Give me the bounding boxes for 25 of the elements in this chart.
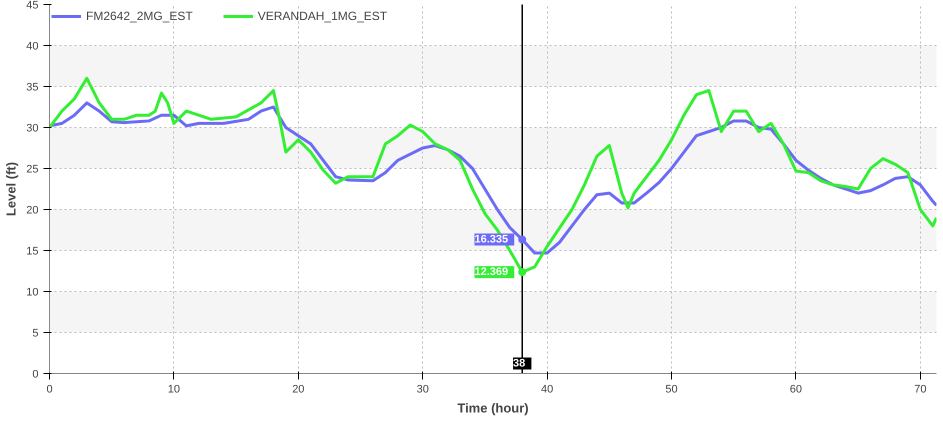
x-tick-label: 30 — [416, 384, 429, 396]
ref-line-label: 38 — [513, 358, 526, 370]
legend-label: FM2642_2MG_EST — [86, 9, 193, 23]
legend-label: VERANDAH_1MG_EST — [258, 9, 388, 23]
x-tick-label: 70 — [914, 384, 926, 396]
y-tick-label: 5 — [32, 328, 39, 340]
y-tick-label: 0 — [32, 368, 39, 380]
x-tick-label: 50 — [665, 384, 678, 396]
x-tick-label: 20 — [292, 384, 304, 396]
y-axis-title: Level (ft) — [3, 162, 18, 216]
y-tick-label: 10 — [26, 286, 39, 298]
x-tick-label: 0 — [46, 384, 53, 396]
y-tick-label: 15 — [26, 246, 39, 258]
y-tick-label: 45 — [26, 0, 39, 12]
y-tick-label: 40 — [26, 40, 39, 52]
y-tick-label: 20 — [26, 204, 39, 216]
x-tick-label: 10 — [168, 384, 180, 396]
annotation: 12.369 — [474, 266, 508, 278]
annotation: 16.335 — [474, 234, 508, 246]
x-tick-label: 60 — [790, 384, 802, 396]
y-tick-label: 30 — [26, 122, 39, 134]
x-tick-label: 40 — [541, 384, 554, 396]
x-axis-title: Time (hour) — [457, 400, 529, 416]
y-tick-label: 35 — [26, 82, 39, 94]
y-tick-label: 25 — [26, 164, 39, 176]
